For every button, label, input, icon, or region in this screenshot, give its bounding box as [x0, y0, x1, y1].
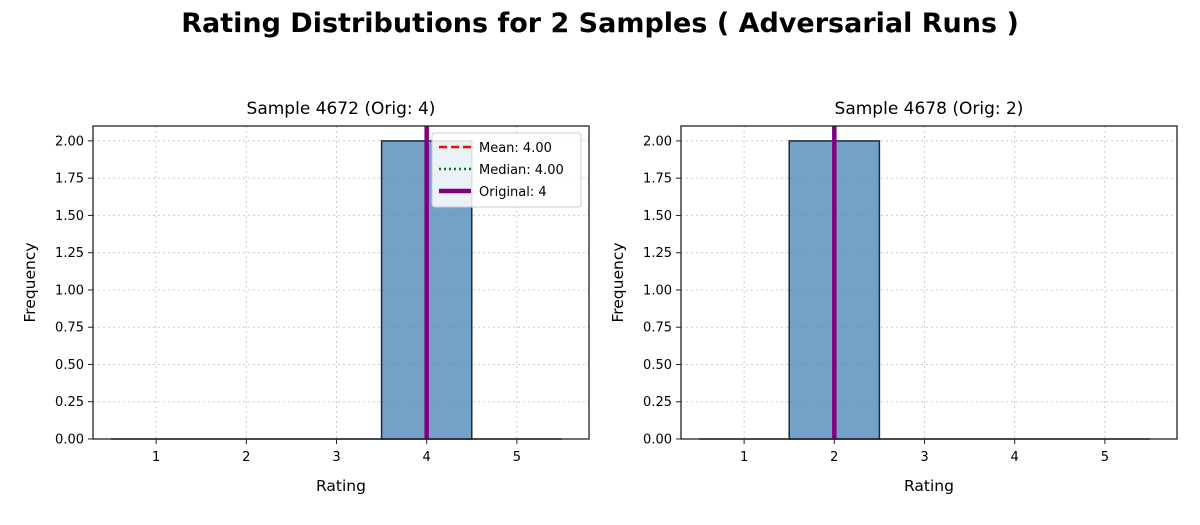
x-axis-label: Rating	[316, 477, 366, 495]
y-tick-label: 1.75	[643, 172, 672, 187]
x-tick-label: 5	[513, 450, 521, 465]
y-tick-label: 0.75	[55, 321, 84, 336]
panel-title: Sample 4678 (Orig: 2)	[835, 99, 1024, 119]
axes-frame	[680, 125, 1178, 440]
x-tick-label: 5	[1101, 450, 1109, 465]
chart-panels: 0.00 0.25 0.50 0.75 1.00 1.25 1.50 1.75 2.00 1 2 3 4…	[21, 99, 1178, 495]
y-tick-label: 1.50	[643, 209, 672, 224]
y-tick-label: 1.00	[643, 283, 672, 298]
x-tick-label: 2	[242, 450, 250, 465]
axes-frame	[92, 125, 590, 440]
legend-box	[431, 132, 582, 208]
y-tick-label: 0.25	[643, 395, 672, 410]
x-tick-label: 4	[1011, 450, 1019, 465]
x-tick-label: 2	[830, 450, 838, 465]
legend-label: Mean: 4.00	[479, 141, 552, 156]
legend-label: Original: 4	[479, 185, 547, 200]
x-tick-label: 1	[740, 450, 748, 465]
panel-title: Sample 4672 (Orig: 4)	[247, 99, 436, 119]
y-tick-label: 1.00	[55, 283, 84, 298]
y-tick-label: 0.25	[55, 395, 84, 410]
chart-panel-1: 0.00 0.25 0.50 0.75 1.00 1.25 1.50 1.75 2.00 1 2 3 4…	[21, 99, 590, 495]
y-tick-label: 1.50	[55, 209, 84, 224]
x-tick-label: 3	[332, 450, 340, 465]
y-tick-label: 0.75	[643, 321, 672, 336]
x-tick-label: 1	[152, 450, 160, 465]
figure-title: Rating Distributions for 2 Samples ( Adv…	[181, 8, 1019, 39]
x-tick-label: 3	[920, 450, 928, 465]
y-axis-label: Frequency	[609, 242, 627, 322]
y-tick-label: 2.00	[643, 134, 672, 149]
y-axis-label: Frequency	[21, 242, 39, 322]
y-tick-label: 0.00	[55, 433, 84, 448]
x-axis-label: Rating	[904, 477, 954, 495]
y-tick-label: 0.50	[643, 358, 672, 373]
y-tick-label: 1.75	[55, 172, 84, 187]
y-tick-label: 0.50	[55, 358, 84, 373]
y-tick-label: 0.00	[643, 433, 672, 448]
y-tick-label: 1.25	[55, 246, 84, 261]
y-tick-label: 2.00	[55, 134, 84, 149]
legend-label: Median: 4.00	[479, 163, 564, 178]
legend: Mean: 4.00 Median: 4.00 Original: 4	[431, 132, 582, 208]
y-tick-label: 1.25	[643, 246, 672, 261]
x-tick-label: 4	[423, 450, 431, 465]
chart-panel-2: 0.00 0.25 0.50 0.75 1.00 1.25 1.50 1.75 2.00 1 2 3 4…	[609, 99, 1178, 495]
